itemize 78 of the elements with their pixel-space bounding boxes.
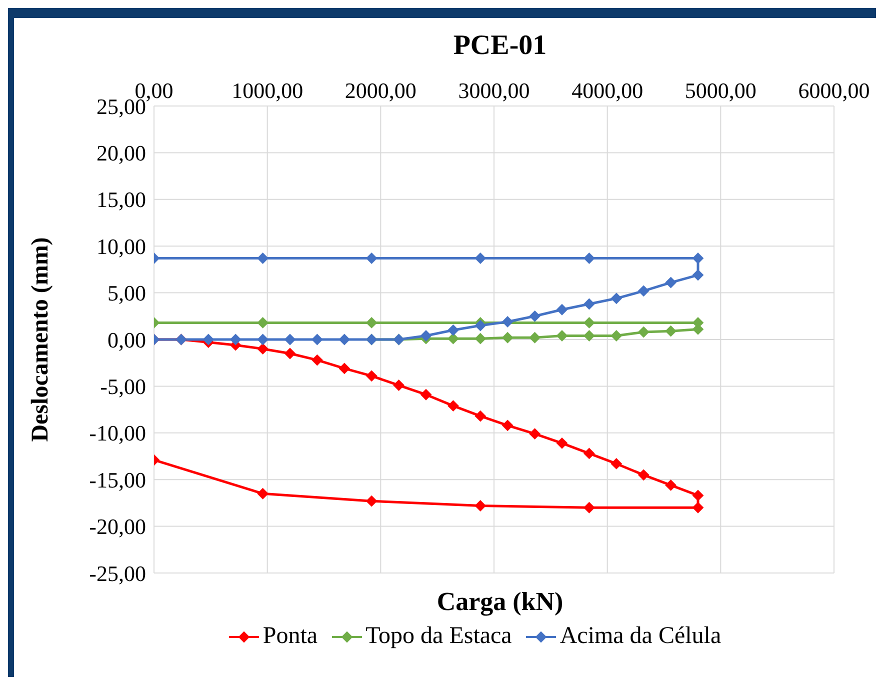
point [502, 332, 514, 344]
point [584, 298, 595, 310]
point [502, 420, 514, 431]
point [284, 348, 296, 360]
point [366, 317, 378, 328]
y-tick-label: -15,00 [89, 467, 146, 492]
point [665, 277, 676, 288]
point [638, 285, 650, 296]
point [474, 410, 486, 422]
point [257, 317, 268, 328]
point [448, 324, 459, 336]
point [610, 458, 622, 470]
point [556, 304, 568, 316]
legend-label: Acima da Célula [560, 623, 722, 650]
point [692, 270, 704, 281]
point [502, 316, 514, 328]
point [366, 496, 378, 507]
x-tick-label: 3000,00 [458, 78, 530, 103]
point [257, 343, 268, 354]
y-axis-title: Deslocamento (mm) [28, 237, 54, 442]
x-tick-label: 4000,00 [572, 78, 644, 103]
point [529, 332, 540, 344]
y-tick-label: -5,00 [100, 374, 146, 400]
point [420, 330, 432, 342]
point [366, 370, 378, 382]
point [474, 333, 486, 344]
point [338, 362, 350, 374]
point [474, 500, 486, 512]
point [393, 380, 404, 391]
point [257, 488, 268, 500]
y-tick-label: 5,00 [108, 280, 146, 306]
y-tick-label: -20,00 [89, 514, 146, 540]
x-tick-label: 2000,00 [344, 78, 416, 103]
point [529, 428, 540, 440]
point [584, 448, 595, 459]
point [692, 502, 704, 514]
point [529, 310, 540, 322]
point [692, 490, 704, 501]
point [257, 252, 268, 264]
point [638, 326, 650, 338]
x-tick-label: 5000,00 [684, 78, 756, 103]
point [665, 480, 676, 491]
y-tick-label: 0,00 [108, 327, 146, 352]
point [692, 252, 704, 264]
point [366, 252, 378, 264]
point [448, 400, 459, 412]
x-axis-title: Carga (kN) [436, 587, 564, 617]
point [420, 389, 432, 400]
point [312, 334, 323, 345]
y-tick-label: 15,00 [96, 187, 146, 212]
y-tick-label: -10,00 [89, 420, 146, 446]
point [202, 334, 214, 345]
point [474, 320, 486, 331]
point [448, 333, 459, 344]
point [638, 469, 650, 480]
y-tick-label: 20,00 [96, 140, 146, 166]
point [584, 252, 595, 264]
point [284, 334, 296, 345]
point [584, 502, 595, 514]
point [665, 326, 676, 337]
point [230, 334, 242, 345]
legend-label: Ponta [262, 623, 318, 650]
y-tick-label: 10,00 [96, 234, 146, 259]
point [584, 330, 595, 342]
point [556, 438, 568, 449]
x-tick-label: 6000,00 [798, 78, 870, 103]
point [474, 252, 486, 264]
point [257, 334, 268, 345]
point [312, 354, 323, 366]
legend-label: Topo da Estaca [366, 623, 512, 650]
point [556, 330, 568, 342]
point [338, 334, 350, 345]
point [584, 317, 595, 328]
point [610, 330, 622, 342]
x-tick-label: 1000,00 [232, 78, 304, 103]
point [610, 292, 622, 304]
chart-title: PCE-01 [452, 30, 548, 62]
y-tick-label: -25,00 [89, 560, 146, 586]
